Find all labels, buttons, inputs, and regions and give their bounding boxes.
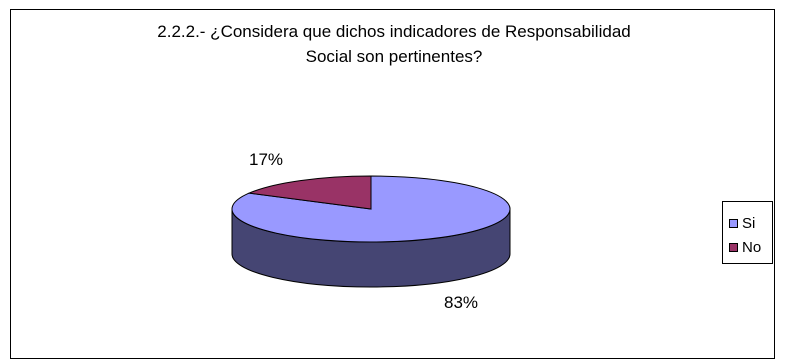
legend-item-no: No (729, 238, 761, 256)
legend-item-si: Si (729, 214, 755, 232)
data-label-si: 83% (444, 293, 479, 312)
legend-swatch-si (729, 218, 738, 228)
pie-slice-si (231, 175, 511, 243)
legend-label-no: No (742, 238, 762, 256)
legend-swatch-no (729, 242, 738, 252)
chart-title-line-2: Social son pertinentes? (305, 47, 483, 66)
pie-slice-no (247, 175, 372, 210)
data-label-no: 17% (249, 150, 284, 169)
chart-title-line-1: 2.2.2.- ¿Considera que dichos indicadore… (157, 22, 631, 41)
legend-label-si: Si (742, 214, 756, 232)
legend: Si No (722, 201, 773, 264)
